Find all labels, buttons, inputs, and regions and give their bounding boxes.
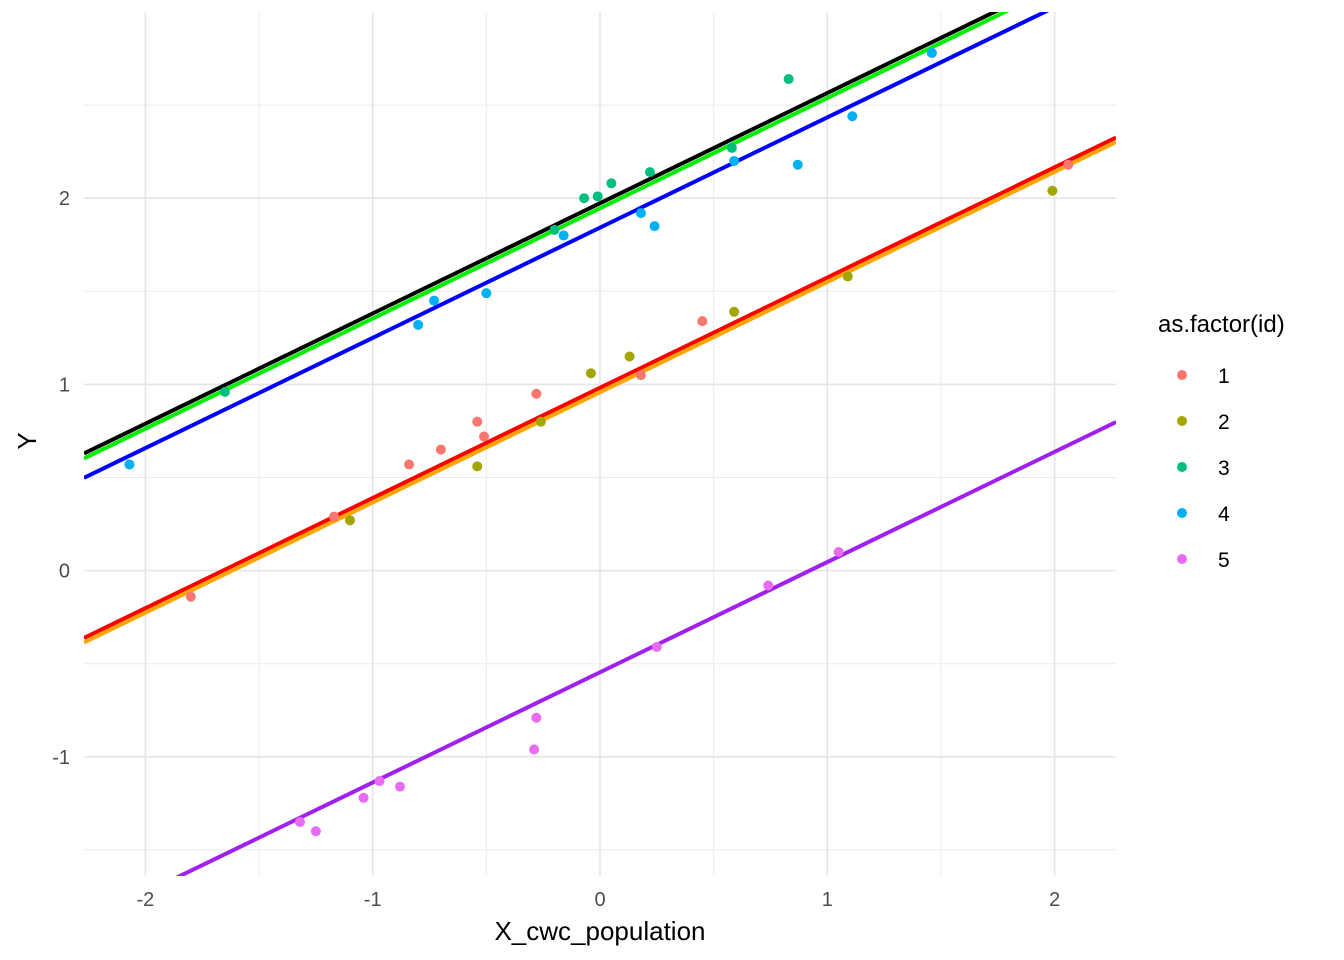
data-point-id-4 bbox=[124, 459, 135, 470]
legend-items: 1 2 3 4 5 bbox=[1177, 365, 1230, 572]
data-point-id-1 bbox=[329, 511, 340, 522]
data-point-id-2 bbox=[344, 515, 355, 526]
data-point-id-1 bbox=[472, 416, 483, 427]
data-point-id-2 bbox=[472, 461, 483, 472]
data-point-id-3 bbox=[549, 224, 560, 235]
data-point-id-1 bbox=[635, 370, 646, 381]
data-point-id-4 bbox=[413, 319, 424, 330]
data-point-id-4 bbox=[635, 208, 646, 219]
legend-key bbox=[1177, 370, 1187, 380]
data-point-id-3 bbox=[645, 167, 656, 178]
fit-line bbox=[175, 420, 1116, 876]
data-point-id-5 bbox=[294, 817, 305, 827]
data-point-id-2 bbox=[585, 368, 596, 379]
legend-label: 3 bbox=[1218, 457, 1230, 480]
data-point-id-2 bbox=[729, 306, 740, 317]
data-point-id-4 bbox=[847, 111, 858, 122]
x-tick-label: -2 bbox=[136, 889, 154, 911]
data-point-id-4 bbox=[429, 295, 440, 306]
x-tick-label: 2 bbox=[1049, 889, 1060, 911]
fit-line bbox=[84, 12, 999, 456]
legend-label: 5 bbox=[1218, 549, 1230, 572]
fit-line bbox=[84, 140, 1116, 645]
y-tick-label: -1 bbox=[52, 747, 70, 769]
data-point-id-3 bbox=[726, 142, 737, 153]
fit-line bbox=[84, 135, 1116, 640]
data-point-id-5 bbox=[374, 776, 385, 787]
legend-key bbox=[1177, 508, 1187, 518]
grid bbox=[84, 12, 1116, 876]
data-point-id-4 bbox=[558, 230, 569, 241]
tick-labels: -2 -1 0 1 2 -1 0 1 2 bbox=[52, 188, 1060, 911]
y-tick-label: 2 bbox=[59, 188, 70, 210]
data-point-id-4 bbox=[926, 47, 937, 58]
legend-key bbox=[1177, 554, 1187, 564]
data-point-id-5 bbox=[394, 781, 405, 792]
data-point-id-2 bbox=[624, 351, 635, 362]
data-point-id-3 bbox=[219, 386, 230, 397]
data-point-id-1 bbox=[185, 591, 196, 602]
data-point-id-1 bbox=[697, 316, 708, 327]
x-tick-label: 0 bbox=[594, 889, 605, 911]
y-axis-title: Y bbox=[12, 432, 42, 449]
data-point-id-4 bbox=[481, 288, 492, 299]
data-point-id-1 bbox=[1063, 159, 1074, 170]
x-tick-label: -1 bbox=[364, 889, 382, 911]
data-point-id-3 bbox=[579, 193, 590, 204]
legend-label: 2 bbox=[1218, 411, 1230, 434]
regression-lines bbox=[84, 12, 1116, 876]
data-point-id-5 bbox=[833, 547, 844, 557]
data-point-id-2 bbox=[1047, 185, 1058, 196]
data-point-id-3 bbox=[606, 178, 617, 189]
data-point-id-2 bbox=[842, 271, 853, 282]
data-points bbox=[124, 47, 1074, 837]
y-tick-label: 1 bbox=[59, 374, 70, 396]
legend-title: as.factor(id) bbox=[1158, 311, 1285, 338]
data-point-id-5 bbox=[310, 826, 321, 837]
data-point-id-1 bbox=[404, 459, 415, 470]
data-point-id-4 bbox=[729, 155, 740, 166]
y-tick-label: 0 bbox=[59, 561, 70, 583]
legend-key bbox=[1177, 462, 1187, 472]
x-tick-label: 1 bbox=[822, 889, 833, 911]
data-point-id-1 bbox=[479, 431, 490, 442]
data-point-id-1 bbox=[531, 388, 542, 399]
data-point-id-5 bbox=[531, 712, 542, 723]
data-point-id-4 bbox=[792, 159, 803, 170]
data-point-id-5 bbox=[529, 744, 540, 755]
legend: as.factor(id) 1 2 3 4 5 bbox=[1158, 311, 1285, 572]
legend-key bbox=[1177, 416, 1187, 426]
data-point-id-5 bbox=[358, 792, 369, 803]
fit-line bbox=[84, 12, 1010, 461]
x-axis-title: X_cwc_population bbox=[494, 916, 705, 946]
legend-label: 4 bbox=[1218, 503, 1230, 526]
data-point-id-5 bbox=[763, 580, 774, 591]
data-point-id-2 bbox=[535, 416, 546, 427]
legend-label: 1 bbox=[1218, 365, 1230, 388]
data-point-id-4 bbox=[649, 221, 660, 232]
data-point-id-3 bbox=[592, 191, 603, 202]
fit-line bbox=[84, 12, 1050, 480]
data-point-id-5 bbox=[651, 641, 662, 652]
data-point-id-3 bbox=[783, 74, 794, 85]
data-point-id-1 bbox=[435, 444, 446, 455]
